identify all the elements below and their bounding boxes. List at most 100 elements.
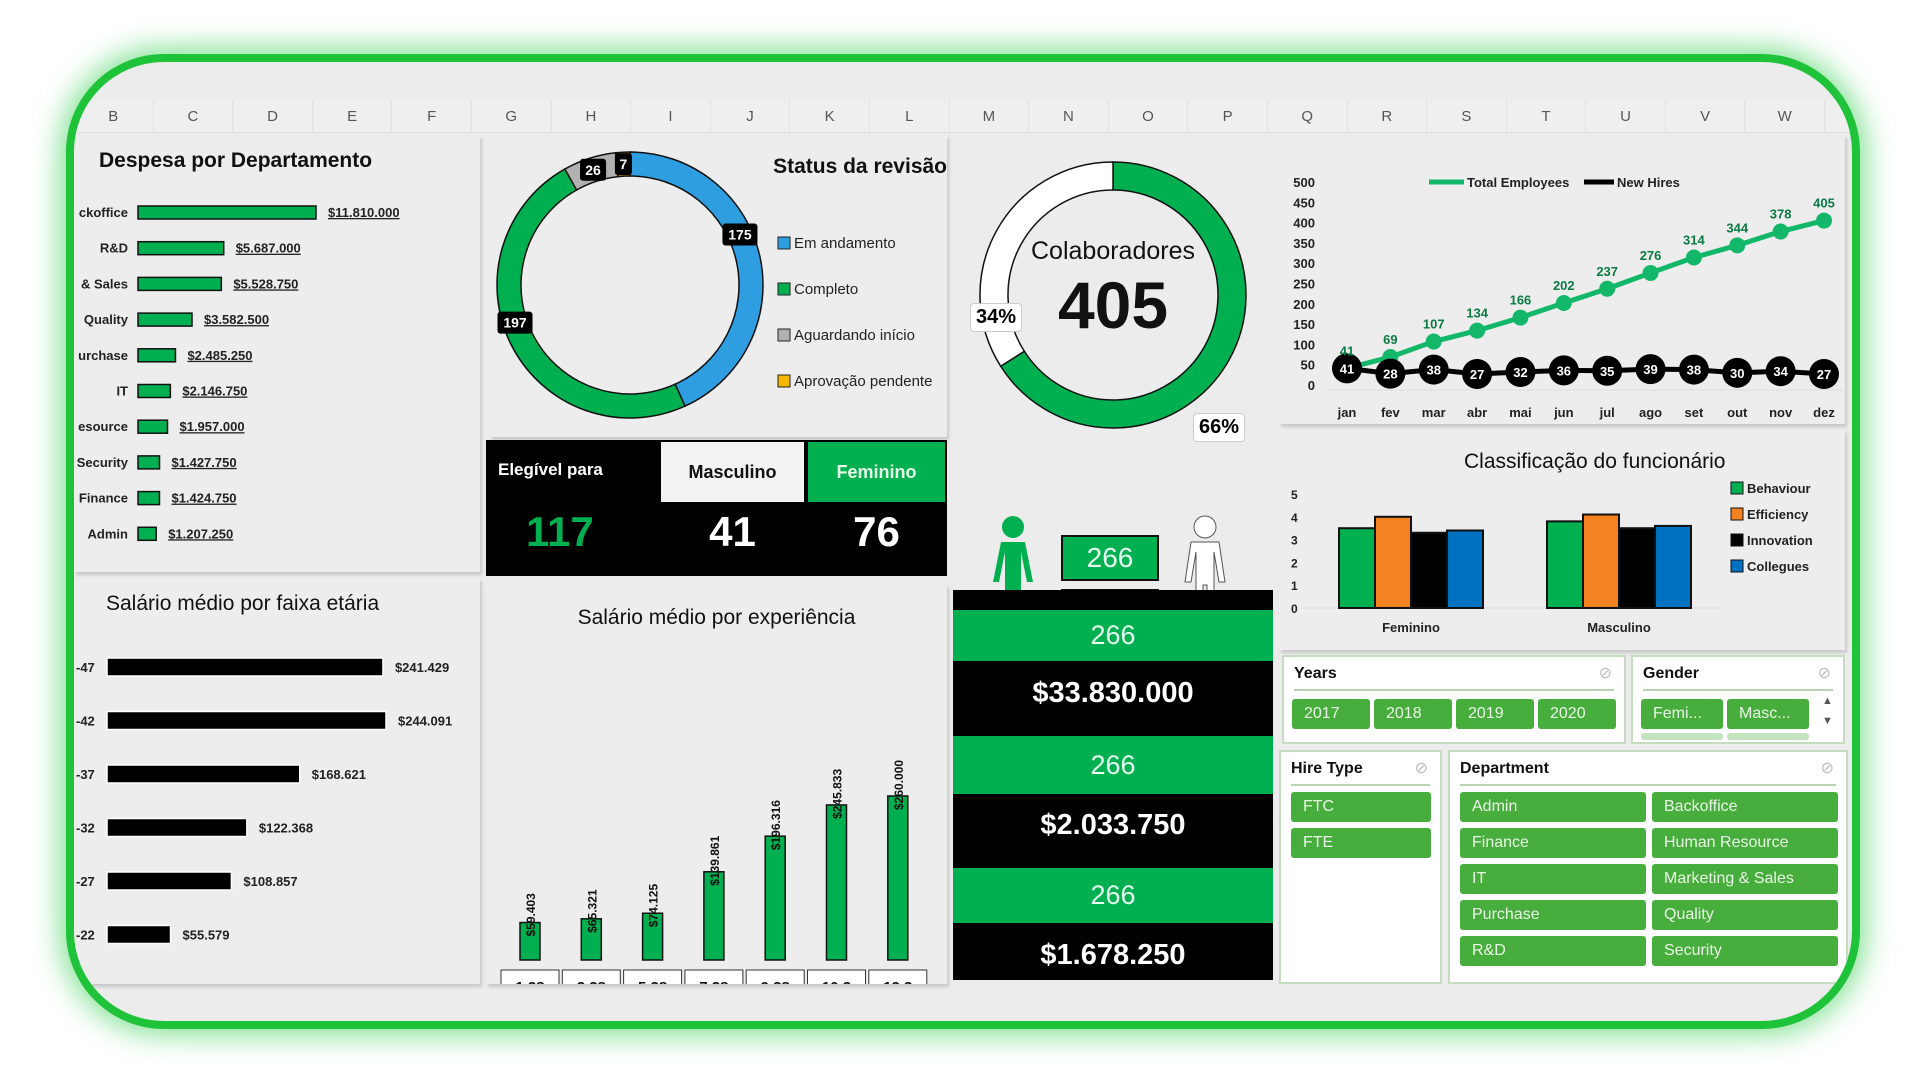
- legend-swatch: [777, 236, 791, 250]
- experience-bucket-box: [684, 969, 744, 984]
- eligible-female-header: Feminino: [808, 442, 945, 502]
- column-header[interactable]: I: [631, 100, 711, 132]
- new-hires-data-label: 36: [1557, 363, 1571, 378]
- year-filter-button[interactable]: 2019: [1456, 699, 1534, 729]
- y-tick-label: 450: [1293, 195, 1315, 210]
- year-filter-button[interactable]: 2017: [1292, 699, 1370, 729]
- department-filter-button[interactable]: Finance: [1460, 828, 1646, 858]
- experience-bucket-box: [623, 969, 683, 984]
- column-header[interactable]: R: [1348, 100, 1428, 132]
- y-tick-label: 400: [1293, 216, 1315, 231]
- x-tick-label: fev: [1381, 405, 1401, 420]
- age-salary-bar: [106, 817, 248, 838]
- department-filter-button[interactable]: Human Resource: [1652, 828, 1838, 858]
- y-tick-label: 250: [1293, 277, 1315, 292]
- expense-value-label: $1.207.250: [168, 526, 233, 541]
- column-header[interactable]: P: [1188, 100, 1268, 132]
- years-slicer-title: Years: [1294, 665, 1337, 682]
- expense-bar: [137, 526, 157, 542]
- column-header[interactable]: J: [711, 100, 791, 132]
- column-header[interactable]: T: [1507, 100, 1587, 132]
- age-salary-title: Salário médio por faixa etária: [106, 592, 380, 615]
- column-header[interactable]: U: [1586, 100, 1666, 132]
- expense-value-label: $5.528.750: [233, 276, 298, 291]
- experience-salary-bar: [580, 918, 603, 961]
- clear-filter-icon[interactable]: ⊘: [1414, 760, 1428, 777]
- department-filter-button[interactable]: Quality: [1652, 900, 1838, 930]
- total-employees-data-label: 69: [1383, 332, 1397, 347]
- gender-filter-button-partial[interactable]: [1727, 733, 1809, 740]
- y-tick-label: 3: [1291, 534, 1298, 548]
- column-header[interactable]: C: [154, 100, 234, 132]
- status-data-label: 175: [728, 227, 752, 243]
- column-header[interactable]: E: [313, 100, 393, 132]
- new-hires-data-label: 27: [1470, 367, 1484, 382]
- female-icon: [993, 516, 1033, 635]
- total-employees-data-label: 166: [1510, 293, 1532, 308]
- department-filter-button[interactable]: R&D: [1460, 936, 1646, 966]
- column-header[interactable]: K: [790, 100, 870, 132]
- expense-bar: [137, 240, 225, 256]
- department-filter-button[interactable]: Purchase: [1460, 900, 1646, 930]
- expense-value-label: $3.582.500: [204, 312, 269, 327]
- department-slicer: Department ⊘ Admin Backoffice Finance Human…: [1448, 750, 1848, 984]
- total-employees-marker: [1599, 280, 1616, 297]
- gender-slicer-title: Gender: [1643, 665, 1700, 682]
- eligible-label: Elegível para: [498, 460, 603, 479]
- rating-bar: [1546, 520, 1584, 609]
- department-filter-button[interactable]: IT: [1460, 864, 1646, 894]
- total-employees-marker: [1469, 322, 1486, 339]
- status-data-label-box: [614, 153, 632, 176]
- gender-filter-button-partial[interactable]: [1641, 733, 1723, 740]
- total-employees-marker: [1816, 212, 1832, 229]
- hire-type-filter-button[interactable]: FTE: [1291, 828, 1431, 858]
- total-employees-data-label: 237: [1596, 264, 1618, 279]
- column-header[interactable]: H: [552, 100, 632, 132]
- status-data-label-box: [722, 223, 758, 246]
- clear-filter-icon[interactable]: ⊘: [1820, 760, 1834, 777]
- department-filter-button[interactable]: Admin: [1460, 792, 1646, 822]
- female-count: 266: [1061, 535, 1159, 581]
- rating-title: Classificação do funcionário: [1464, 450, 1726, 473]
- expense-category-label: IT: [116, 384, 128, 399]
- gender-filter-button[interactable]: Masc...: [1727, 699, 1809, 729]
- hire-type-filter-button[interactable]: FTC: [1291, 792, 1431, 822]
- department-filter-button[interactable]: Security: [1652, 936, 1838, 966]
- expense-bar: [137, 490, 161, 506]
- expense-category-label: ckoffice: [79, 205, 128, 220]
- rating-bar: [1654, 524, 1692, 609]
- x-tick-label: ago: [1639, 405, 1662, 420]
- new-hires-data-label: 41: [1340, 361, 1354, 376]
- column-header[interactable]: S: [1427, 100, 1507, 132]
- experience-bucket-box: [561, 969, 621, 984]
- gender-filter-button[interactable]: Femi...: [1641, 699, 1723, 729]
- clear-filter-icon[interactable]: ⊘: [1817, 665, 1831, 682]
- total-employees-marker: [1512, 309, 1529, 326]
- legend-swatch: [777, 282, 791, 296]
- expense-bar: [137, 419, 169, 434]
- column-header[interactable]: M: [950, 100, 1030, 132]
- scroll-up-icon[interactable]: ▲: [1822, 695, 1833, 707]
- clear-filter-icon[interactable]: ⊘: [1598, 665, 1612, 682]
- year-filter-button[interactable]: 2020: [1538, 699, 1616, 729]
- department-filter-button[interactable]: Backoffice: [1652, 792, 1838, 822]
- total-employees-data-label: 134: [1466, 306, 1488, 321]
- experience-bucket-label: 7.38: [699, 979, 728, 984]
- new-hires-data-label: 30: [1730, 366, 1744, 381]
- column-header[interactable]: Q: [1268, 100, 1348, 132]
- experience-salary-bar: [764, 835, 786, 961]
- column-header[interactable]: B: [74, 100, 154, 132]
- y-tick-label: 4: [1291, 511, 1298, 525]
- column-header[interactable]: F: [392, 100, 472, 132]
- headcount-slice: [999, 161, 1247, 429]
- column-header[interactable]: W: [1745, 100, 1826, 132]
- column-header[interactable]: L: [870, 100, 950, 132]
- scroll-down-icon[interactable]: ▼: [1822, 715, 1833, 727]
- column-header[interactable]: N: [1029, 100, 1109, 132]
- column-header[interactable]: O: [1109, 100, 1189, 132]
- column-header[interactable]: D: [233, 100, 313, 132]
- department-filter-button[interactable]: Marketing & Sales: [1652, 864, 1838, 894]
- column-header[interactable]: V: [1666, 100, 1746, 132]
- column-header[interactable]: G: [472, 100, 552, 132]
- year-filter-button[interactable]: 2018: [1374, 699, 1452, 729]
